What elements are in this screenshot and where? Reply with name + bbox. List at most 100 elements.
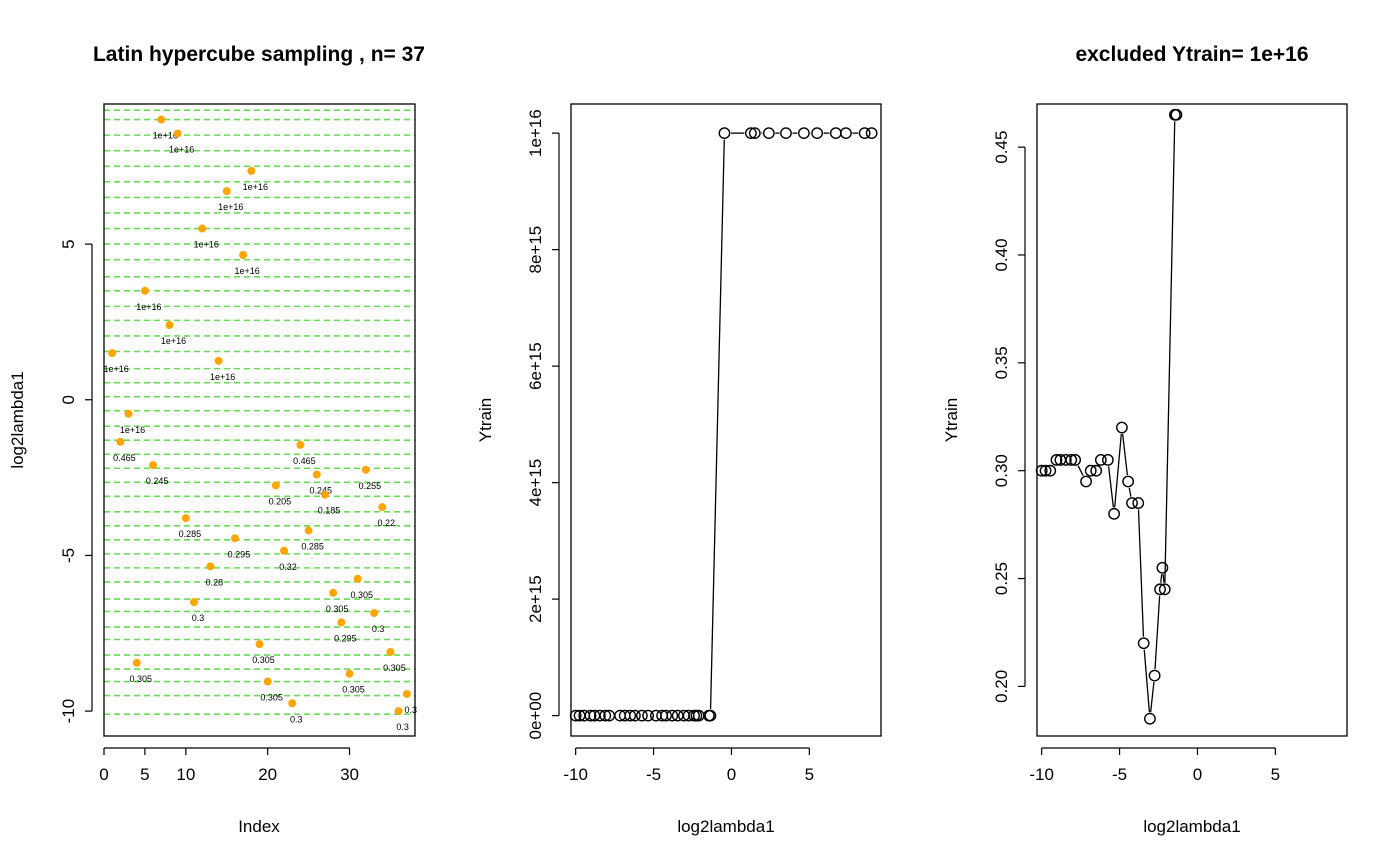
data-point [690,709,703,722]
point-label: 0.285 [179,529,202,539]
y-tick-label: 6e+15 [526,342,545,390]
data-point [296,440,305,449]
point-label: 0.305 [252,655,275,665]
chart-title: excluded Ytrain= 1e+16 [1075,43,1308,66]
x-axis: -10 -5 0 5 [1029,747,1280,784]
x-tick-label: 0 [1193,765,1202,784]
data-point [1144,712,1156,725]
point-label: 0.185 [318,506,341,516]
y-tick-label: 0.35 [992,346,1011,379]
point-label: 0.295 [334,633,357,643]
point-label: 0.305 [350,590,373,600]
point-label: 1e+16 [210,372,235,382]
point-label: 0.32 [279,562,297,572]
data-point [718,127,731,140]
data-point [1101,454,1114,466]
series-line-segment [1149,681,1155,713]
x-tick-label: 5 [805,765,814,784]
y-tick-label: -10 [59,699,78,724]
point-label: 1e+16 [234,266,259,276]
point-label: 0.295 [228,549,251,559]
panel-ytrain: -10 -5 0 5 0e+00 2e+15 4e+15 6e+15 8e+15 1e+16 l… [476,103,882,836]
y-tick-label: 0.20 [992,670,1011,703]
data-point [329,588,338,597]
point-label: 0.305 [326,604,349,614]
point-label: 0.305 [383,663,406,673]
data-point [1126,497,1138,509]
point-label: 0.305 [342,685,365,695]
y-tick-label: 8e+15 [526,226,545,274]
series-line-segment [1143,649,1151,713]
series-line-segment [1121,433,1129,476]
data-point [214,356,223,365]
point-label: 1e+16 [120,425,145,435]
x-axis: -10 -5 0 5 [563,747,814,784]
x-tick-label: 10 [176,765,195,784]
data-point [312,470,321,479]
data-point [337,618,346,627]
data-point [865,127,878,140]
data-point [628,709,641,722]
y-axis-label: log2lambda1 [8,371,27,468]
series-line-segment [709,139,725,710]
data-point [320,490,329,499]
data-point [173,129,182,138]
data-point [1158,583,1171,596]
data-point [762,127,775,140]
y-tick-label: 5 [59,239,78,248]
data-point [190,598,199,607]
data-point [1094,454,1107,466]
data-point [1137,637,1150,650]
y-tick-label: 0.40 [992,238,1011,271]
plot-frame [1036,103,1348,737]
data-point [584,709,597,722]
points: 1e+160.4651e+160.3051e+160.2451e+161e+16… [104,115,417,732]
data-point [797,127,810,140]
data-point [1170,108,1183,121]
data-point [780,127,792,140]
plot-frame [570,103,882,737]
data-point [124,409,133,418]
data-point [132,658,141,667]
data-point [370,609,379,618]
series-line-segment [1137,509,1145,637]
y-tick-label: 0.25 [992,562,1011,595]
data-point [624,709,637,722]
data-point [288,699,297,708]
series-line-segment [1164,121,1176,583]
x-axis: 0 5 10 20 30 [99,747,359,784]
data-point [394,707,403,716]
data-point [402,689,411,698]
series-line-segment [1107,466,1115,508]
y-tick-label: 1e+16 [526,109,545,157]
y-axis-label: Ytrain [476,398,495,442]
data-point [247,166,256,175]
y-tick-label: 2e+15 [526,575,545,623]
data-point [271,481,280,490]
data-point [1050,454,1063,466]
series-line-segment [1077,465,1084,476]
point-label: 0.3 [396,722,409,732]
data-point [1108,507,1121,520]
data-point [666,709,679,722]
chart-title: Latin hypercube sampling , n= 37 [93,43,425,66]
point-label: 0.3 [290,714,303,724]
y-tick-label: 0.30 [992,454,1011,487]
data-point [181,514,190,523]
data-point [165,321,174,330]
data-point [649,709,662,722]
data-point [198,224,207,233]
data-point [858,127,871,140]
data-point [840,127,852,140]
series-line-segment [1154,595,1161,670]
panel-ytrain-excluded: excluded Ytrain= 1e+16 -10 -5 0 5 0.20 0.25 0… [942,43,1348,836]
data-point [1084,464,1097,477]
data-point [222,187,231,196]
data-point [635,709,648,722]
data-point [353,574,362,583]
data-point [378,503,387,512]
point-label: 0.3 [372,624,385,634]
data-point [386,647,395,656]
y-axis: 0e+00 2e+15 4e+15 6e+15 8e+15 1e+16 [526,109,560,739]
